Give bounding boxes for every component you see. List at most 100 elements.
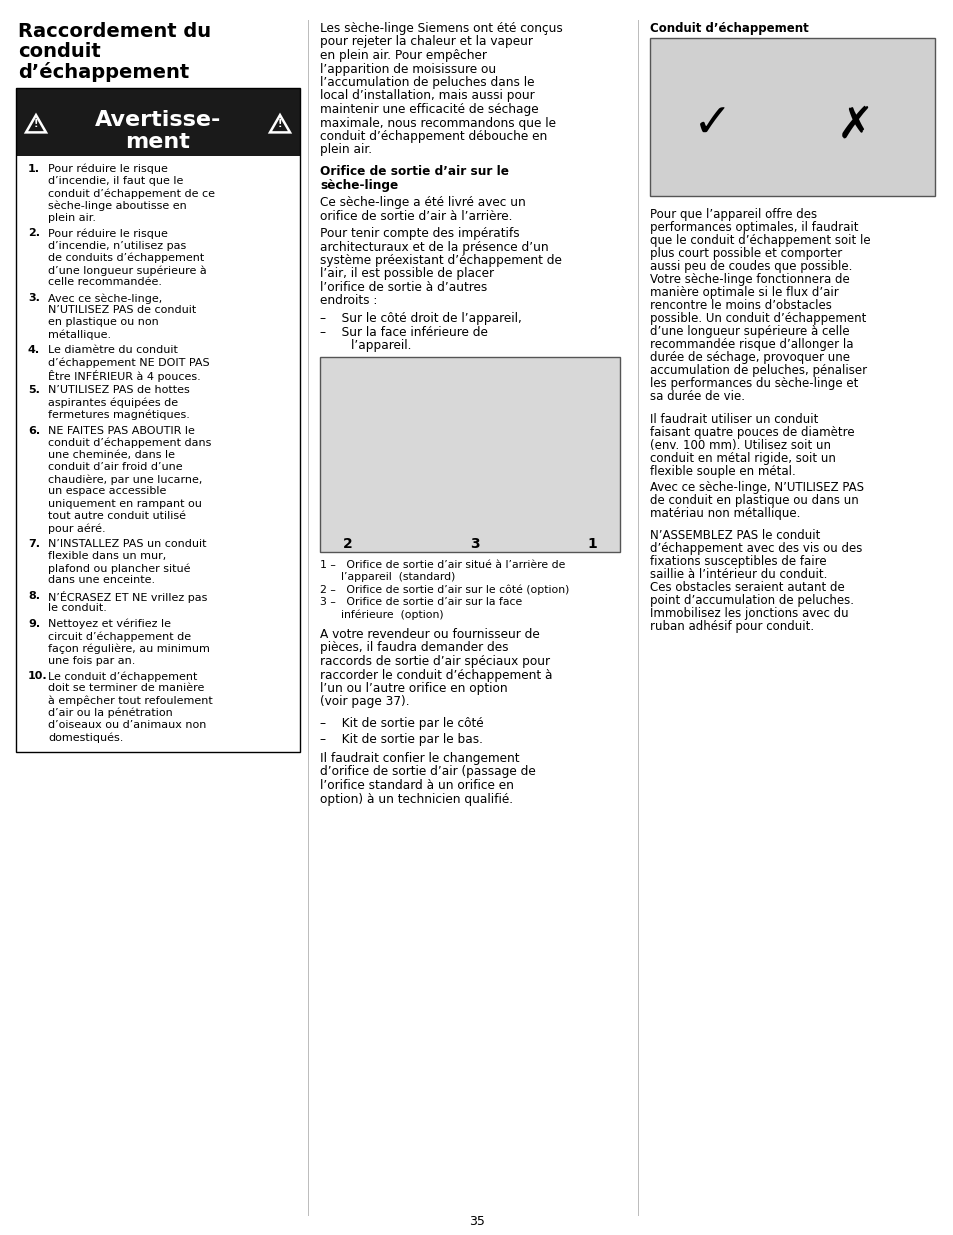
Text: d’échappement avec des vis ou des: d’échappement avec des vis ou des: [649, 542, 862, 555]
Text: Pour réduire le risque: Pour réduire le risque: [48, 164, 168, 174]
Text: 8.: 8.: [28, 592, 40, 601]
Text: d’incendie, n’utilisez pas: d’incendie, n’utilisez pas: [48, 241, 186, 251]
Text: sa durée de vie.: sa durée de vie.: [649, 390, 744, 403]
Text: conduit d’échappement débouche en: conduit d’échappement débouche en: [319, 130, 547, 143]
Text: fixations susceptibles de faire: fixations susceptibles de faire: [649, 555, 825, 568]
Text: N’UTILISEZ PAS de hottes: N’UTILISEZ PAS de hottes: [48, 385, 190, 395]
Text: –    Kit de sortie par le bas.: – Kit de sortie par le bas.: [319, 732, 482, 746]
Text: raccords de sortie d’air spéciaux pour: raccords de sortie d’air spéciaux pour: [319, 655, 550, 668]
Text: Raccordement du: Raccordement du: [18, 22, 211, 41]
Bar: [649, 38, 934, 196]
Bar: [16, 88, 299, 156]
Text: d’une longueur supérieure à celle: d’une longueur supérieure à celle: [649, 325, 849, 338]
Text: le conduit.: le conduit.: [48, 604, 107, 614]
Text: en plein air. Pour empêcher: en plein air. Pour empêcher: [319, 49, 486, 62]
Text: Immobilisez les jonctions avec du: Immobilisez les jonctions avec du: [649, 606, 848, 620]
Text: l’un ou l’autre orifice en option: l’un ou l’autre orifice en option: [319, 682, 507, 695]
Text: Il faudrait utiliser un conduit: Il faudrait utiliser un conduit: [649, 412, 818, 426]
Text: Pour réduire le risque: Pour réduire le risque: [48, 228, 168, 240]
Text: 2 –   Orifice de sortie d’air sur le côté (option): 2 – Orifice de sortie d’air sur le côté …: [319, 584, 569, 595]
Text: orifice de sortie d’air à l’arrière.: orifice de sortie d’air à l’arrière.: [319, 210, 512, 222]
Text: à empêcher tout refoulement: à empêcher tout refoulement: [48, 695, 213, 706]
Text: inférieure  (option): inférieure (option): [319, 610, 443, 620]
Text: conduit d’échappement dans: conduit d’échappement dans: [48, 437, 212, 448]
Text: une cheminée, dans le: une cheminée, dans le: [48, 450, 174, 459]
Text: (env. 100 mm). Utilisez soit un: (env. 100 mm). Utilisez soit un: [649, 438, 830, 452]
Text: pièces, il faudra demander des: pièces, il faudra demander des: [319, 641, 508, 655]
Text: l’apparition de moisissure ou: l’apparition de moisissure ou: [319, 63, 496, 75]
Text: N’ASSEMBLEZ PAS le conduit: N’ASSEMBLEZ PAS le conduit: [649, 529, 820, 542]
Text: flexible souple en métal.: flexible souple en métal.: [649, 466, 795, 478]
Text: saillie à l’intérieur du conduit.: saillie à l’intérieur du conduit.: [649, 568, 826, 580]
Text: d’échappement: d’échappement: [18, 62, 189, 82]
Text: Conduit d’échappement: Conduit d’échappement: [649, 22, 808, 35]
Text: plein air.: plein air.: [319, 143, 372, 157]
Text: 2.: 2.: [28, 228, 40, 238]
Text: ✗: ✗: [836, 104, 873, 147]
Text: maintenir une efficacité de séchage: maintenir une efficacité de séchage: [319, 103, 538, 116]
Text: plus court possible et comporter: plus court possible et comporter: [649, 247, 841, 261]
Text: possible. Un conduit d’échappement: possible. Un conduit d’échappement: [649, 312, 865, 325]
Text: –    Sur la face inférieure de: – Sur la face inférieure de: [319, 326, 487, 338]
Text: une fois par an.: une fois par an.: [48, 656, 135, 666]
Text: d’air ou la pénétration: d’air ou la pénétration: [48, 708, 172, 719]
Text: sèche-linge aboutisse en: sèche-linge aboutisse en: [48, 200, 187, 211]
Text: système préexistant d’échappement de: système préexistant d’échappement de: [319, 254, 561, 267]
Text: en plastique ou non: en plastique ou non: [48, 317, 158, 327]
Text: N’UTILISEZ PAS de conduit: N’UTILISEZ PAS de conduit: [48, 305, 196, 315]
Text: Orifice de sortie d’air sur le: Orifice de sortie d’air sur le: [319, 165, 509, 178]
Text: 10.: 10.: [28, 672, 48, 682]
Text: !: !: [33, 120, 38, 130]
Text: l’air, il est possible de placer: l’air, il est possible de placer: [319, 268, 494, 280]
Text: N’INSTALLEZ PAS un conduit: N’INSTALLEZ PAS un conduit: [48, 538, 206, 548]
Text: 1: 1: [586, 536, 597, 551]
Text: local d’installation, mais aussi pour: local d’installation, mais aussi pour: [319, 89, 534, 103]
Text: tout autre conduit utilisé: tout autre conduit utilisé: [48, 511, 186, 521]
Text: architecturaux et de la présence d’un: architecturaux et de la présence d’un: [319, 241, 548, 253]
Text: l’accumulation de peluches dans le: l’accumulation de peluches dans le: [319, 77, 534, 89]
Text: aspirantes équipées de: aspirantes équipées de: [48, 398, 178, 408]
Text: 1 –   Orifice de sortie d’air situé à l’arrière de: 1 – Orifice de sortie d’air situé à l’ar…: [319, 559, 565, 569]
Text: façon régulière, au minimum: façon régulière, au minimum: [48, 643, 210, 653]
Text: uniquement en rampant ou: uniquement en rampant ou: [48, 499, 202, 509]
Text: que le conduit d’échappement soit le: que le conduit d’échappement soit le: [649, 233, 870, 247]
Text: d’orifice de sortie d’air (passage de: d’orifice de sortie d’air (passage de: [319, 766, 536, 778]
Text: domestiqués.: domestiqués.: [48, 732, 123, 742]
Text: conduit: conduit: [18, 42, 101, 61]
Text: manière optimale si le flux d’air: manière optimale si le flux d’air: [649, 287, 838, 299]
Text: 6.: 6.: [28, 426, 40, 436]
Text: l’orifice standard à un orifice en: l’orifice standard à un orifice en: [319, 779, 514, 792]
Text: sèche-linge: sèche-linge: [319, 179, 397, 191]
Text: d’échappement NE DOIT PAS: d’échappement NE DOIT PAS: [48, 357, 210, 368]
Text: ruban adhésif pour conduit.: ruban adhésif pour conduit.: [649, 620, 813, 634]
Text: 3: 3: [470, 536, 479, 551]
Text: Pour tenir compte des impératifs: Pour tenir compte des impératifs: [319, 227, 519, 240]
Text: A votre revendeur ou fournisseur de: A votre revendeur ou fournisseur de: [319, 629, 539, 641]
Text: l’appareil  (standard): l’appareil (standard): [319, 572, 455, 582]
Text: plein air.: plein air.: [48, 212, 96, 222]
Text: rencontre le moins d’obstacles: rencontre le moins d’obstacles: [649, 299, 831, 312]
Text: chaudière, par une lucarne,: chaudière, par une lucarne,: [48, 474, 202, 485]
Text: (voir page 37).: (voir page 37).: [319, 695, 409, 709]
Text: performances optimales, il faudrait: performances optimales, il faudrait: [649, 221, 858, 233]
Text: Pour que l’appareil offre des: Pour que l’appareil offre des: [649, 207, 817, 221]
Text: conduit d’échappement de ce: conduit d’échappement de ce: [48, 189, 214, 199]
Text: l’appareil.: l’appareil.: [319, 338, 411, 352]
Text: Les sèche-linge Siemens ont été conçus: Les sèche-linge Siemens ont été conçus: [319, 22, 562, 35]
Text: –    Sur le côté droit de l’appareil,: – Sur le côté droit de l’appareil,: [319, 312, 521, 325]
Text: un espace accessible: un espace accessible: [48, 487, 166, 496]
Text: 1.: 1.: [28, 164, 40, 174]
Text: point d’accumulation de peluches.: point d’accumulation de peluches.: [649, 594, 853, 606]
Text: Être INFÉRIEUR à 4 pouces.: Être INFÉRIEUR à 4 pouces.: [48, 369, 200, 382]
Bar: [16, 88, 299, 752]
Text: d’incendie, il faut que le: d’incendie, il faut que le: [48, 177, 183, 186]
Text: de conduits d’échappement: de conduits d’échappement: [48, 253, 204, 263]
Text: –    Kit de sortie par le côté: – Kit de sortie par le côté: [319, 718, 483, 730]
Text: Avertisse-
ment: Avertisse- ment: [94, 110, 221, 152]
Text: Votre sèche-linge fonctionnera de: Votre sèche-linge fonctionnera de: [649, 273, 849, 287]
Text: Le conduit d’échappement: Le conduit d’échappement: [48, 672, 197, 682]
Text: 7.: 7.: [28, 538, 40, 548]
Text: 35: 35: [469, 1215, 484, 1228]
Text: Nettoyez et vérifiez le: Nettoyez et vérifiez le: [48, 619, 171, 630]
Text: Ces obstacles seraient autant de: Ces obstacles seraient autant de: [649, 580, 843, 594]
